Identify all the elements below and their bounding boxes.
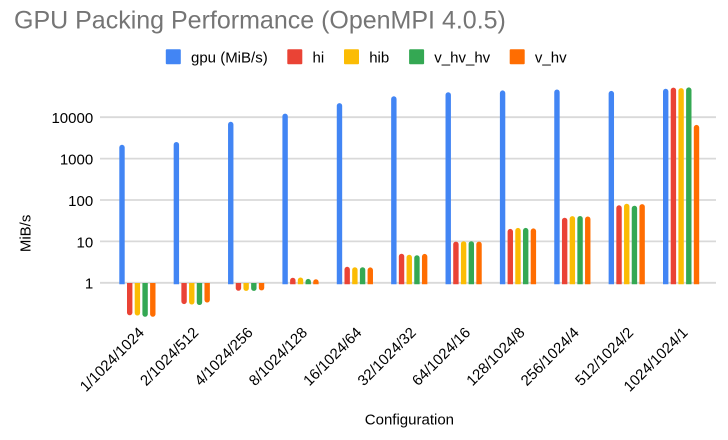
svg-text:v_hv: v_hv [535, 50, 567, 67]
svg-text:1000: 1000 [60, 152, 93, 169]
svg-text:10000: 10000 [51, 110, 93, 127]
svg-text:10: 10 [77, 234, 94, 251]
svg-text:GPU Packing Performance (OpenM: GPU Packing Performance (OpenMPI 4.0.5) [14, 7, 506, 35]
svg-text:gpu (MiB/s): gpu (MiB/s) [191, 50, 268, 67]
svg-text:Configuration: Configuration [365, 412, 454, 429]
svg-text:hi: hi [313, 50, 325, 67]
svg-text:v_hv_hv: v_hv_hv [434, 50, 490, 67]
svg-text:hib: hib [369, 50, 389, 67]
svg-text:MiB/s: MiB/s [18, 215, 35, 253]
svg-text:1: 1 [85, 276, 93, 293]
svg-text:100: 100 [68, 193, 93, 210]
